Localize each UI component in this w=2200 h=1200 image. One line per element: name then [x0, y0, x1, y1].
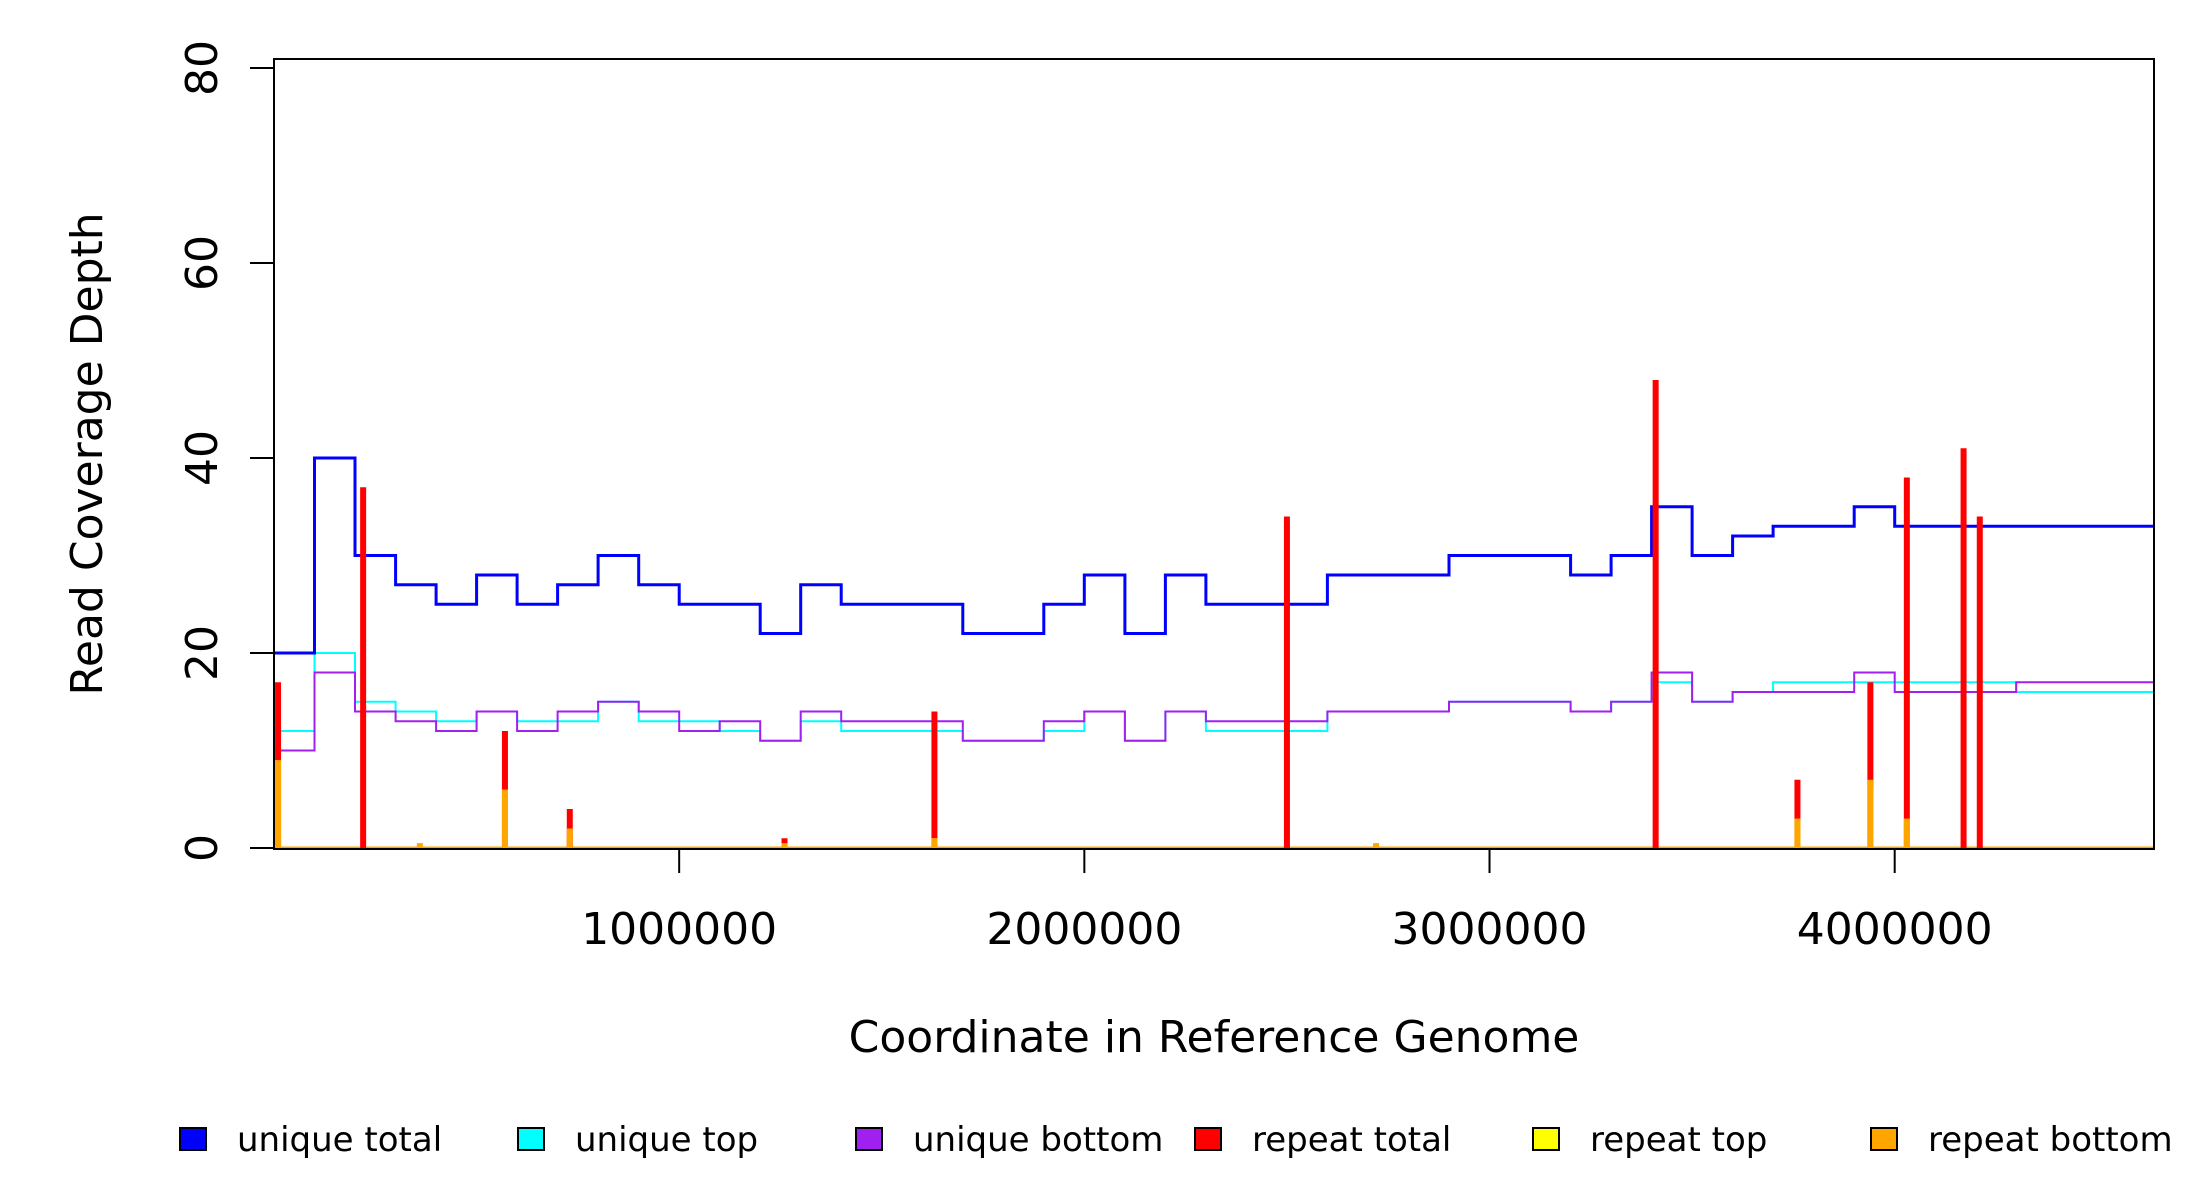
x-tick-label: 1000000	[581, 904, 777, 955]
x-tick-label: 4000000	[1797, 904, 1993, 955]
legend-label: unique top	[575, 1120, 758, 1160]
legend-item: unique top	[517, 1120, 758, 1160]
series-repeat-top	[275, 760, 1910, 848]
plot-area	[274, 380, 2154, 850]
series-repeat-bottom	[275, 760, 1910, 848]
y-axis: 0 20 40 60 80	[177, 40, 275, 862]
y-tick-label: 40	[177, 430, 228, 486]
legend-swatch	[517, 1127, 545, 1151]
y-tick-label: 80	[177, 40, 228, 96]
x-axis: 1000000 2000000 3000000 4000000	[581, 849, 1993, 955]
legend-swatch	[1194, 1127, 1222, 1151]
legend-swatch	[1870, 1127, 1898, 1151]
y-axis-title: Read Coverage Depth	[62, 212, 113, 695]
legend-label: repeat bottom	[1928, 1120, 2173, 1160]
series-unique-total	[274, 456, 2154, 655]
x-tick-label: 3000000	[1392, 904, 1588, 955]
legend-label: unique total	[237, 1120, 442, 1160]
legend-label: repeat top	[1590, 1120, 1767, 1160]
legend-swatch	[179, 1127, 207, 1151]
legend-swatch	[855, 1127, 883, 1151]
legend-label: unique bottom	[913, 1120, 1163, 1160]
y-tick-label: 0	[177, 834, 228, 862]
legend: unique total unique top unique bottom repea…	[179, 1120, 2173, 1160]
y-tick-label: 60	[177, 235, 228, 291]
y-tick-label: 20	[177, 625, 228, 681]
series-repeat-total	[275, 380, 1983, 848]
legend-item: repeat bottom	[1870, 1120, 2173, 1160]
legend-item: repeat top	[1532, 1120, 1767, 1160]
legend-item: repeat total	[1194, 1120, 1451, 1160]
x-axis-title: Coordinate in Reference Genome	[849, 1012, 1580, 1063]
x-tick-label: 2000000	[986, 904, 1182, 955]
legend-label: repeat total	[1252, 1120, 1451, 1160]
legend-item: unique total	[179, 1120, 442, 1160]
series-unique-bottom	[274, 671, 2154, 752]
legend-swatch	[1532, 1127, 1560, 1151]
legend-item: unique bottom	[855, 1120, 1163, 1160]
